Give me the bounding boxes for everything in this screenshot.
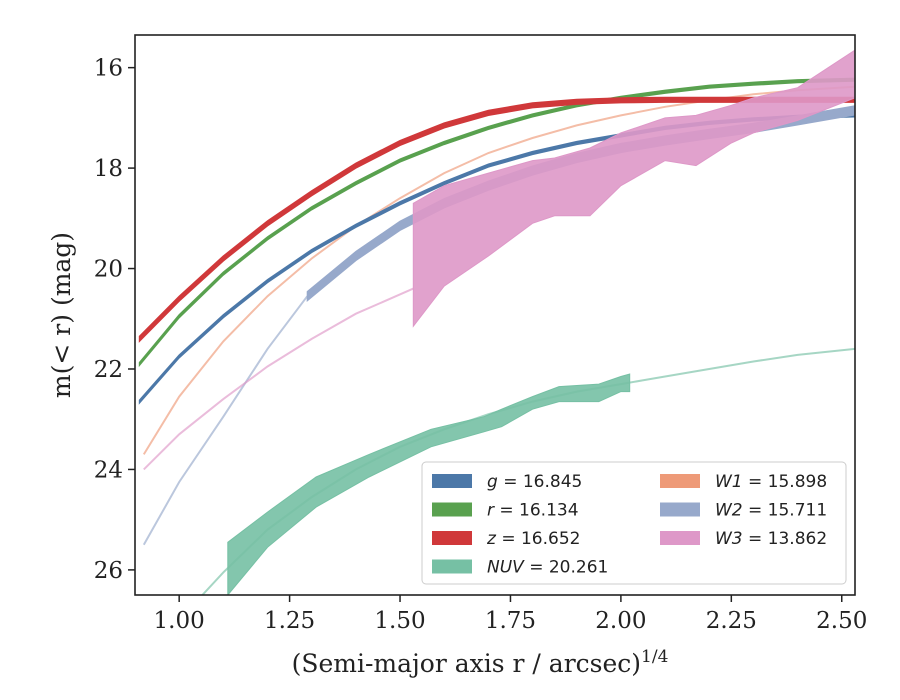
legend-swatch: [432, 559, 472, 574]
x-tick-label: 1.50: [374, 608, 425, 634]
x-tick-label: 1.00: [154, 608, 205, 634]
legend-band-value: = 20.261: [524, 558, 609, 578]
legend-item-nuv: NUV = 20.261: [432, 558, 608, 578]
x-tick-label: 2.50: [816, 608, 867, 634]
legend-band-name: z: [486, 529, 497, 549]
x-axis-title: (Semi-major axis r / arcsec)1/4: [292, 647, 669, 678]
z-profile-band: [138, 96, 855, 343]
x-tick-label: 2.25: [706, 608, 757, 634]
y-tick-label: 18: [94, 156, 123, 182]
x-tick-label: 1.75: [485, 608, 536, 634]
x-axis-title-exponent: 1/4: [641, 647, 668, 667]
legend-swatch: [432, 502, 472, 517]
legend-band-name: r: [487, 501, 495, 521]
w3-profile-line: [143, 287, 414, 471]
y-tick-label: 24: [94, 457, 123, 483]
y-tick-label: 16: [94, 56, 123, 82]
legend-item-z: z = 16.652: [432, 529, 580, 549]
legend-band-value: = 15.898: [743, 472, 828, 492]
legend-band-value: = 15.711: [743, 501, 828, 521]
legend-label: W3 = 13.862: [715, 529, 827, 549]
legend-item-w2: W2 = 15.711: [660, 501, 827, 521]
y-axis: 16 18 20 22 24 26: [94, 56, 135, 584]
x-axis-title-main: (Semi-major axis r / arcsec): [292, 649, 641, 678]
legend-swatch: [432, 531, 472, 545]
x-tick-label: 2.00: [595, 608, 646, 634]
x-axis: 1.00 1.25 1.50 1.75 2.00 2.25 2.50: [154, 595, 867, 634]
legend-swatch: [660, 531, 700, 545]
legend-box: [421, 461, 847, 585]
y-tick-label: 20: [94, 257, 123, 283]
x-tick-label: 1.25: [264, 608, 315, 634]
nuv-uncertainty-band: [227, 373, 631, 595]
legend-swatch: [432, 474, 472, 488]
legend-band-name: NUV: [487, 558, 525, 578]
legend-item-r: r = 16.134: [432, 501, 579, 521]
w2-profile-line: [142, 295, 309, 546]
plot-frame: [134, 34, 856, 596]
legend-band-value: = 13.862: [743, 529, 828, 549]
legend-band-name: W1: [715, 472, 743, 492]
legend-label: W1 = 15.898: [715, 472, 827, 492]
g-profile-band: [138, 113, 855, 405]
legend-item-w1: W1 = 15.898: [660, 472, 827, 492]
legend-label: W2 = 15.711: [715, 501, 827, 521]
r-profile-band: [138, 77, 855, 368]
legend-band-name: W3: [715, 529, 743, 549]
legend-item-w3: W3 = 13.862: [660, 529, 827, 549]
legend-swatch: [660, 474, 700, 488]
series-layer: [138, 49, 855, 595]
legend-band-value: = 16.845: [498, 472, 583, 492]
legend-label: NUV = 20.261: [487, 558, 608, 578]
legend-label: g = 16.845: [487, 472, 582, 492]
legend-band-value: = 16.652: [496, 529, 581, 549]
legend-label: r = 16.134: [487, 501, 579, 521]
legend-band-name: W2: [715, 501, 743, 521]
legend-swatch: [660, 502, 700, 517]
legend-band-name: g: [487, 472, 498, 492]
y-tick-label: 22: [94, 357, 123, 383]
y-axis-title: m(< r) (mag): [47, 232, 76, 398]
y-tick-label: 26: [94, 558, 123, 584]
nuv-profile-line: [201, 347, 855, 595]
legend-label: z = 16.652: [486, 529, 580, 549]
legend-item-g: g = 16.845: [432, 472, 582, 492]
legend-band-value: = 16.134: [494, 501, 579, 521]
w3-uncertainty-band: [412, 49, 855, 328]
